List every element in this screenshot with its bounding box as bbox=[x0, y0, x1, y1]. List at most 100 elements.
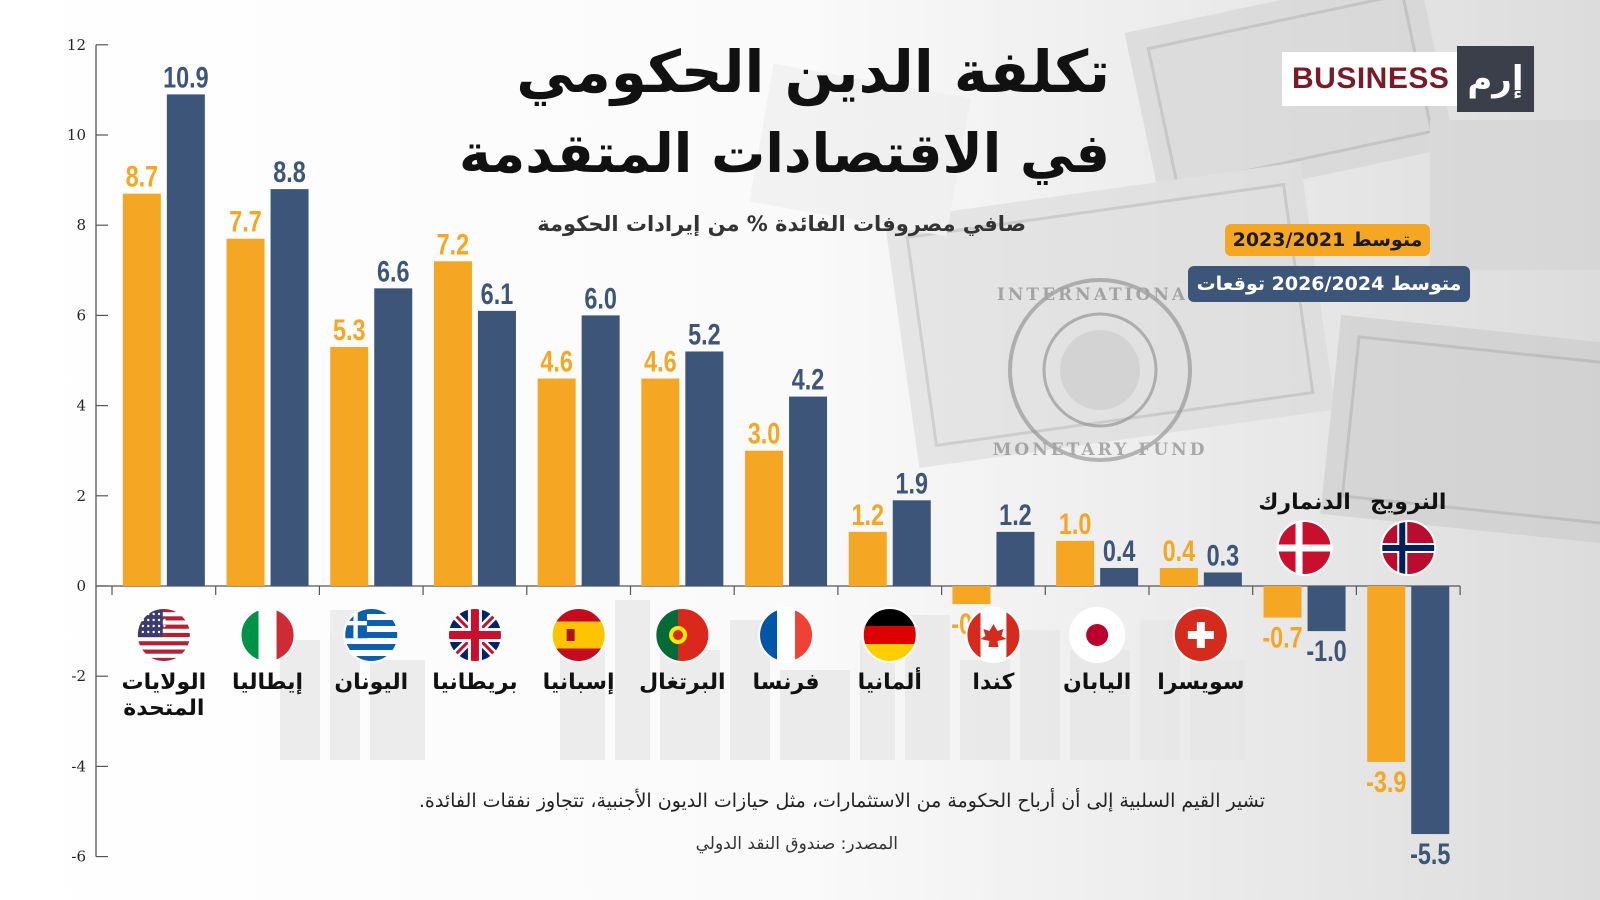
footnote: تشير القيم السلبية إلى أن أرباح الحكومة … bbox=[418, 790, 1265, 812]
bar-series2 bbox=[1307, 586, 1346, 632]
data-label: 4.2 bbox=[792, 363, 825, 396]
seal-text-top: INTERNATIONAL bbox=[997, 285, 1203, 305]
y-tick-label: 10 bbox=[67, 126, 86, 144]
data-label: 3.0 bbox=[748, 417, 781, 450]
data-label: 1.2 bbox=[999, 498, 1032, 531]
bar-series1 bbox=[848, 531, 887, 586]
data-label: 6.0 bbox=[584, 282, 617, 315]
category-label: الدنمارك bbox=[1258, 490, 1351, 515]
legend-series2: متوسط 2026/2024 توقعات bbox=[1188, 266, 1470, 302]
bar-series2 bbox=[581, 315, 620, 586]
data-label: 0.3 bbox=[1207, 539, 1240, 572]
category-label: فرنسا bbox=[752, 670, 820, 695]
data-label: 7.7 bbox=[229, 205, 262, 238]
data-label: 4.6 bbox=[540, 345, 573, 378]
category-label: اليابان bbox=[1062, 670, 1132, 695]
bar-series1 bbox=[1159, 567, 1198, 586]
bar-series1 bbox=[122, 193, 161, 586]
data-label: 0.4 bbox=[1103, 534, 1136, 567]
y-tick-label: 8 bbox=[76, 216, 86, 234]
bar-series2 bbox=[270, 189, 309, 586]
category-label: النرويج bbox=[1370, 490, 1447, 515]
y-tick-label: 6 bbox=[76, 306, 86, 324]
y-tick-label: -6 bbox=[71, 848, 86, 866]
spain-flag-icon-ring bbox=[550, 607, 607, 663]
y-tick-label: 2 bbox=[76, 487, 86, 505]
switzerland-flag-icon-ring bbox=[1172, 607, 1229, 663]
source-note: المصدر: صندوق النقد الدولي bbox=[695, 834, 898, 854]
chart-title-line2: في الاقتصادات المتقدمة bbox=[459, 122, 1110, 185]
legend-series1: متوسط 2023/2021 bbox=[1225, 224, 1430, 256]
portugal-flag-icon bbox=[655, 608, 710, 662]
data-label: 8.8 bbox=[273, 155, 306, 188]
data-label: -3.9 bbox=[1366, 765, 1406, 798]
category-label: إسبانيا bbox=[542, 670, 615, 695]
imf-seal: INTERNATIONAL MONETARY FUND bbox=[993, 278, 1208, 462]
greece-flag-icon bbox=[344, 608, 399, 662]
bar-series1 bbox=[537, 378, 576, 586]
brand-logo: BUSINESS إرم bbox=[1282, 46, 1534, 112]
data-label: 7.2 bbox=[437, 228, 470, 261]
category-label: ألمانيا bbox=[857, 670, 922, 695]
y-tick-label: 4 bbox=[76, 397, 86, 415]
bar-series1 bbox=[433, 261, 472, 586]
us-flag-icon-ring bbox=[135, 607, 192, 663]
bar-series1 bbox=[745, 450, 784, 586]
data-label: -1.0 bbox=[1306, 634, 1346, 667]
portugal-flag-icon-ring bbox=[654, 607, 711, 663]
bar-series2 bbox=[166, 94, 205, 586]
denmark-flag-icon bbox=[1277, 521, 1332, 575]
japan-flag-icon bbox=[1070, 608, 1125, 662]
seal-text-bottom: MONETARY FUND bbox=[993, 440, 1208, 460]
data-label: 1.0 bbox=[1059, 507, 1092, 540]
data-label: 1.9 bbox=[895, 467, 928, 500]
germany-flag-icon-ring bbox=[861, 607, 918, 663]
italy-flag-icon-ring bbox=[239, 607, 296, 663]
data-label: -5.5 bbox=[1410, 837, 1450, 870]
brand-mark: إرم bbox=[1457, 46, 1534, 112]
y-tick-label: 0 bbox=[76, 577, 86, 595]
bar-series2 bbox=[477, 310, 516, 586]
bar-series2 bbox=[789, 396, 828, 586]
data-label: 1.2 bbox=[851, 498, 884, 531]
data-label: -0.7 bbox=[1262, 621, 1302, 654]
bar-series1 bbox=[330, 346, 369, 586]
bar-series2 bbox=[1411, 586, 1450, 835]
uk-flag-icon bbox=[447, 608, 502, 662]
flags bbox=[135, 520, 1437, 663]
category-label: بريطانيا bbox=[432, 670, 518, 695]
bar-series1 bbox=[1263, 586, 1302, 618]
norway-flag-icon bbox=[1381, 521, 1436, 575]
norway-flag-icon-ring bbox=[1380, 520, 1437, 576]
y-tick-label: -2 bbox=[71, 667, 86, 685]
data-label: 0.4 bbox=[1163, 534, 1196, 567]
japan-flag-icon-ring bbox=[1069, 607, 1126, 663]
denmark-flag-icon-ring bbox=[1276, 520, 1333, 576]
brand-word: BUSINESS bbox=[1282, 52, 1458, 106]
uk-flag-icon-ring bbox=[446, 607, 503, 663]
france-flag-icon-ring bbox=[758, 607, 815, 663]
data-label: 6.1 bbox=[481, 277, 514, 310]
data-label: 8.7 bbox=[126, 160, 159, 193]
data-label: 5.3 bbox=[333, 313, 366, 346]
category-label: سويسرا bbox=[1157, 670, 1245, 695]
bar-series2 bbox=[374, 288, 413, 586]
switzerland-flag-icon bbox=[1173, 608, 1228, 662]
data-label: 5.2 bbox=[688, 318, 721, 351]
y-axis: 12 10 8 6 4 2 0 -2 -4 -6 bbox=[67, 36, 1461, 866]
category-label: كندا bbox=[972, 670, 1015, 695]
data-label: 4.6 bbox=[644, 345, 677, 378]
category-label: إيطاليا bbox=[232, 670, 304, 695]
chart-subtitle: صافي مصروفات الفائدة % من إيرادات الحكوم… bbox=[537, 212, 1026, 236]
bar-series1 bbox=[226, 238, 265, 587]
bar-series2 bbox=[1100, 567, 1139, 586]
greece-flag-icon-ring bbox=[343, 607, 400, 663]
bar-series2 bbox=[1203, 572, 1242, 586]
category-label: البرتغال bbox=[639, 670, 726, 695]
category-label: الولايات المتحدة bbox=[121, 670, 207, 721]
us-flag-icon bbox=[136, 608, 191, 662]
chart-title: تكلفة الدين الحكومي bbox=[516, 38, 1110, 106]
